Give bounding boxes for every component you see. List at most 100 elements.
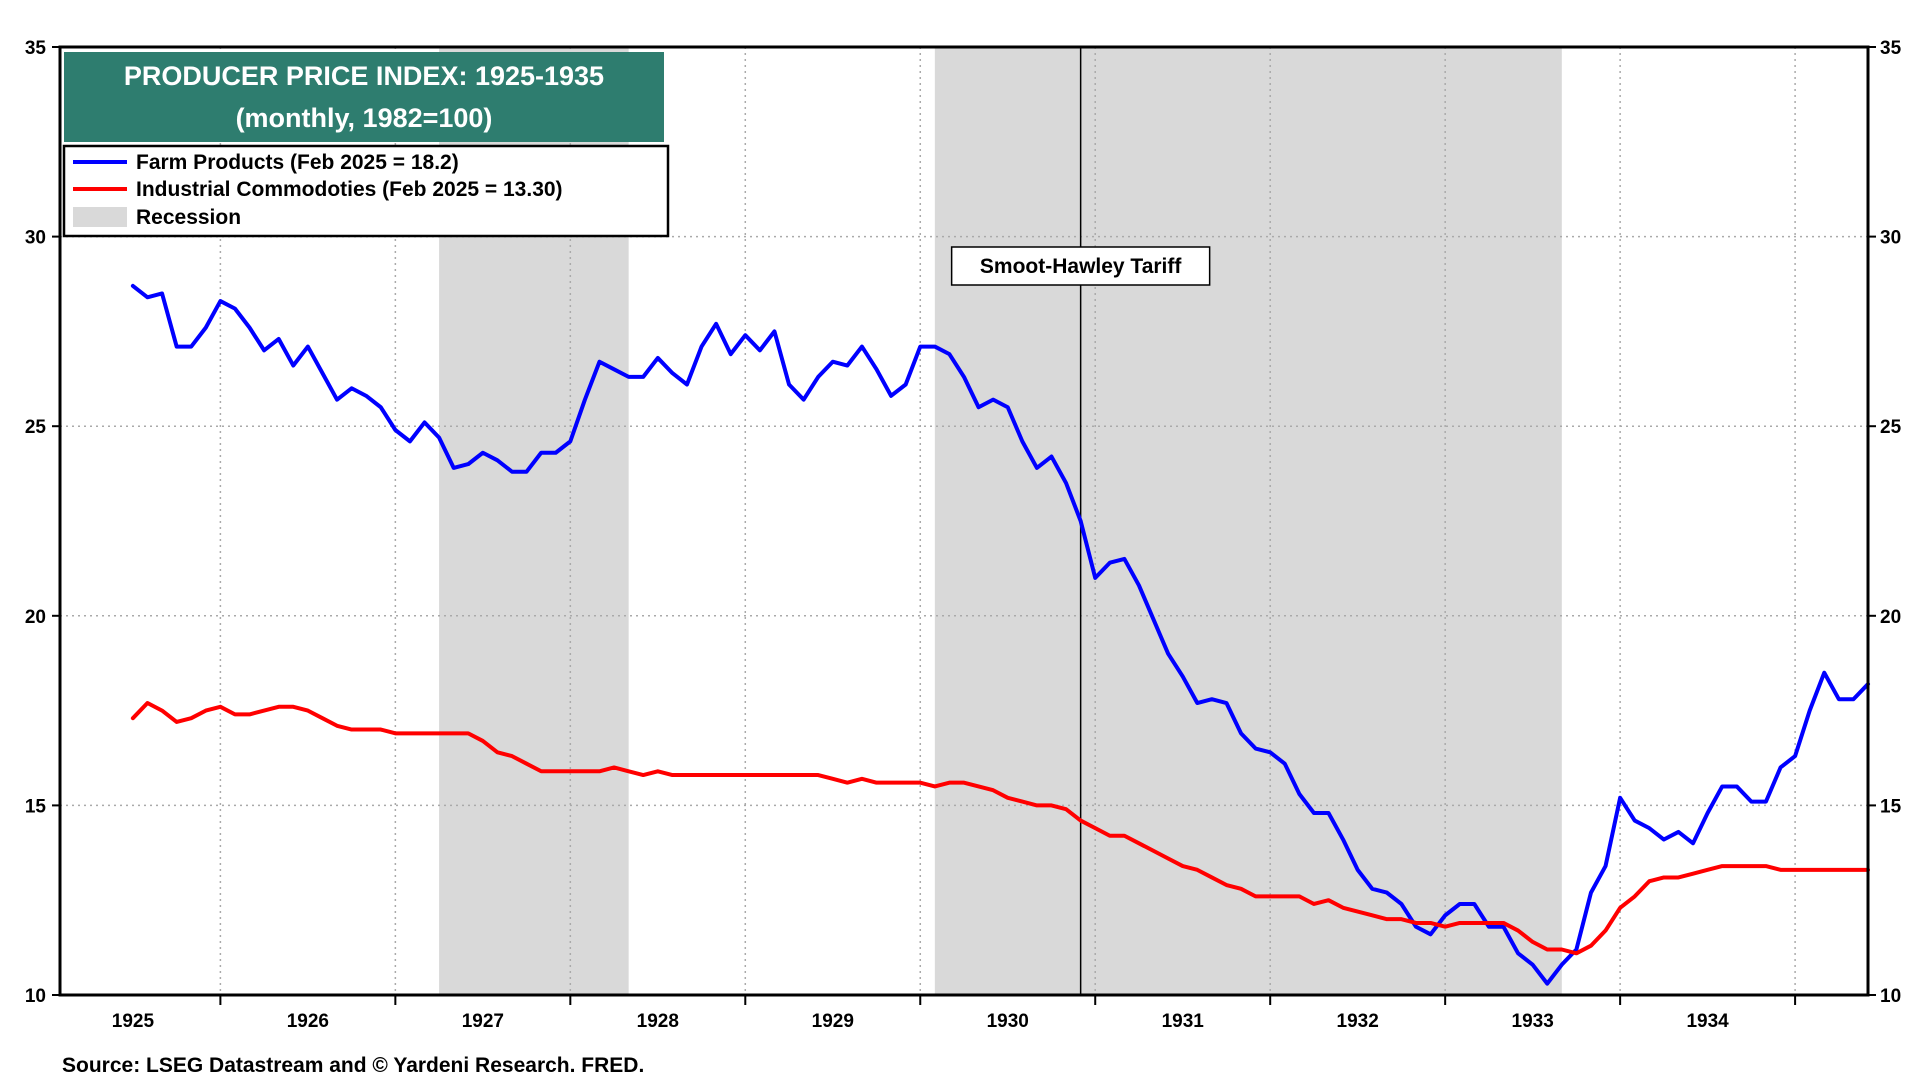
point-industrial-118	[1852, 868, 1855, 872]
point-farm-55	[933, 345, 937, 348]
point-farm-112	[1764, 800, 1768, 803]
point-industrial-94	[1502, 921, 1505, 925]
point-industrial-95	[1516, 929, 1520, 932]
point-industrial-61	[1021, 800, 1024, 803]
point-industrial-35	[642, 773, 645, 777]
point-industrial-14	[335, 724, 339, 727]
point-farm-101	[1604, 864, 1607, 868]
point-industrial-53	[904, 781, 907, 784]
point-farm-96	[1531, 963, 1534, 966]
point-industrial-31	[583, 770, 587, 773]
point-industrial-46	[802, 773, 805, 777]
point-industrial-77	[1254, 895, 1257, 898]
point-farm-24	[481, 451, 485, 454]
point-farm-73	[1196, 701, 1199, 705]
point-farm-52	[889, 394, 893, 398]
point-farm-95	[1516, 952, 1520, 955]
point-industrial-59	[991, 789, 995, 792]
point-industrial-39	[700, 773, 703, 777]
point-farm-25	[496, 459, 499, 462]
point-industrial-88	[1414, 921, 1418, 925]
point-farm-0	[131, 284, 135, 288]
point-industrial-111	[1750, 864, 1753, 868]
point-industrial-38	[685, 773, 689, 777]
legend-swatch-recession	[73, 207, 127, 227]
point-farm-40	[714, 322, 718, 326]
series-industrial	[130, 701, 1870, 956]
point-farm-4	[190, 345, 193, 348]
point-industrial-96	[1531, 940, 1534, 944]
point-industrial-4	[190, 716, 193, 720]
point-farm-47	[816, 375, 820, 379]
point-industrial-56	[948, 781, 951, 784]
point-farm-65	[1079, 519, 1082, 523]
y-tick-label-right-30: 30	[1880, 228, 1901, 249]
y-tick-label-right-35: 35	[1880, 38, 1902, 59]
chart-title-box: PRODUCER PRICE INDEX: 1925-1935 (monthly…	[64, 52, 664, 142]
legend-label-farm: Farm Products (Feb 2025 = 18.2)	[136, 151, 459, 174]
y-tick-label-left-25: 25	[25, 417, 47, 438]
point-industrial-72	[1181, 864, 1184, 868]
x-tick-label-1928: 1928	[637, 1011, 679, 1032]
point-farm-46	[802, 398, 805, 401]
x-tick-label-1934: 1934	[1686, 1011, 1729, 1032]
x-tick-label-1931: 1931	[1162, 1011, 1205, 1032]
point-farm-93	[1487, 925, 1491, 928]
x-tick-label-1932: 1932	[1337, 1011, 1379, 1032]
y-tick-label-left-10: 10	[25, 986, 46, 1007]
point-industrial-83	[1341, 906, 1345, 909]
legend-label-industrial: Industrial Commodoties (Feb 2025 = 13.30…	[136, 178, 563, 201]
point-farm-34	[627, 375, 630, 379]
point-farm-56	[948, 352, 951, 356]
point-farm-106	[1677, 830, 1680, 834]
point-farm-75	[1225, 701, 1228, 705]
point-industrial-92	[1473, 921, 1476, 925]
point-industrial-7	[233, 713, 237, 716]
legend: Farm Products (Feb 2025 = 18.2) Industri…	[62, 144, 670, 238]
point-farm-58	[977, 406, 980, 409]
point-farm-48	[831, 360, 834, 363]
point-industrial-106	[1677, 876, 1680, 879]
point-industrial-3	[175, 720, 178, 724]
point-farm-59	[991, 398, 995, 401]
point-farm-79	[1283, 762, 1286, 765]
point-industrial-42	[744, 773, 747, 777]
point-farm-99	[1575, 948, 1578, 951]
point-industrial-110	[1735, 864, 1738, 868]
point-industrial-5	[204, 709, 208, 712]
point-farm-28	[539, 451, 543, 454]
point-industrial-6	[219, 705, 222, 709]
point-farm-2	[160, 292, 164, 295]
x-tick-label-1929: 1929	[812, 1011, 854, 1032]
series-line-industrial	[130, 701, 1870, 956]
point-industrial-9	[262, 709, 266, 712]
point-industrial-52	[889, 781, 893, 784]
title-background	[64, 52, 664, 142]
point-farm-102	[1618, 796, 1622, 800]
point-farm-8	[248, 326, 251, 329]
point-industrial-109	[1720, 864, 1724, 868]
annotation-label: Smoot-Hawley Tariff	[980, 255, 1182, 278]
point-farm-88	[1414, 925, 1418, 928]
point-industrial-82	[1327, 899, 1330, 902]
point-farm-80	[1298, 792, 1301, 796]
point-farm-108	[1706, 811, 1709, 815]
point-industrial-43	[758, 773, 762, 777]
point-farm-84	[1356, 868, 1359, 872]
point-industrial-51	[875, 781, 878, 784]
point-farm-77	[1254, 747, 1257, 750]
point-industrial-37	[671, 773, 674, 777]
point-farm-111	[1750, 800, 1753, 803]
point-farm-69	[1137, 584, 1141, 587]
point-farm-38	[685, 383, 689, 386]
point-industrial-66	[1094, 826, 1097, 830]
point-farm-15	[350, 387, 353, 390]
point-farm-85	[1371, 887, 1374, 891]
point-farm-110	[1735, 785, 1738, 788]
chart-title: PRODUCER PRICE INDEX: 1925-1935	[124, 61, 604, 91]
point-farm-29	[554, 451, 557, 454]
point-farm-51	[875, 368, 878, 371]
point-industrial-63	[1050, 804, 1053, 807]
point-industrial-47	[816, 773, 820, 777]
point-farm-44	[773, 330, 776, 333]
